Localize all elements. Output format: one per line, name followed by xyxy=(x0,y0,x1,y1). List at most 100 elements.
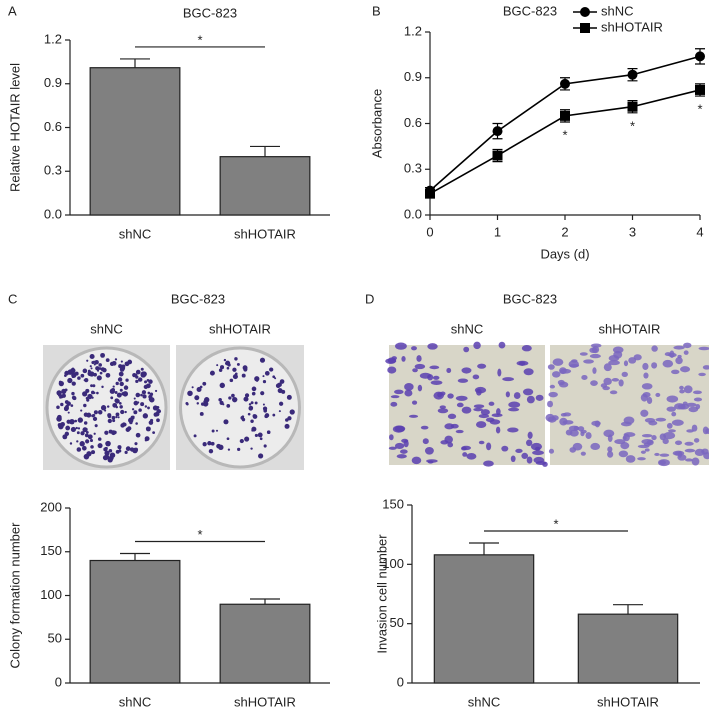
dish xyxy=(179,346,301,469)
cell xyxy=(497,368,502,377)
cell xyxy=(430,380,443,385)
colony xyxy=(250,419,254,423)
colony xyxy=(286,394,292,400)
colony xyxy=(80,431,85,436)
colony xyxy=(135,379,139,384)
cell xyxy=(547,364,555,370)
cell xyxy=(496,408,501,416)
colony xyxy=(243,367,248,372)
panel-letter: D xyxy=(365,291,374,306)
colony xyxy=(108,449,113,453)
colony xyxy=(229,378,234,383)
cell xyxy=(685,458,693,462)
cell xyxy=(422,438,429,445)
cell xyxy=(621,371,628,378)
cell xyxy=(590,380,598,386)
cell xyxy=(489,419,501,425)
cell xyxy=(663,432,676,440)
colony xyxy=(232,374,238,380)
colony xyxy=(66,419,71,424)
cell xyxy=(466,453,477,460)
cell xyxy=(456,402,464,408)
colony xyxy=(104,450,110,456)
cell xyxy=(583,359,594,364)
colony xyxy=(140,367,144,371)
y-tick-label: 0.0 xyxy=(44,206,62,221)
colony xyxy=(98,363,102,367)
colony xyxy=(133,400,139,406)
cell xyxy=(641,438,654,445)
colony xyxy=(152,405,158,411)
colony xyxy=(115,415,118,419)
colony xyxy=(109,452,116,458)
colony xyxy=(115,412,120,417)
cell xyxy=(565,429,573,436)
colony xyxy=(231,393,235,398)
colony xyxy=(254,433,258,438)
cell xyxy=(568,425,580,431)
x-axis-label: Days (d) xyxy=(540,246,589,261)
cell xyxy=(483,460,494,467)
cell xyxy=(440,440,449,445)
y-tick-label: 50 xyxy=(390,615,404,630)
colony xyxy=(115,405,119,409)
colony xyxy=(260,391,265,396)
cell xyxy=(666,395,679,403)
colony xyxy=(133,410,138,415)
cell xyxy=(691,457,700,466)
colony xyxy=(248,406,253,411)
colony xyxy=(219,365,225,370)
chart-title: BGC-823 xyxy=(503,291,557,306)
colony xyxy=(144,405,148,408)
cell xyxy=(522,388,534,396)
cell xyxy=(473,404,485,409)
colony xyxy=(76,440,79,443)
cell xyxy=(411,346,417,351)
cell xyxy=(427,343,438,350)
colony xyxy=(77,427,81,430)
cell xyxy=(473,407,483,412)
cell xyxy=(580,429,587,434)
cell xyxy=(476,388,482,396)
cell xyxy=(679,385,684,390)
colony xyxy=(140,402,145,407)
bar xyxy=(89,67,181,216)
colony xyxy=(202,381,207,386)
error-bar xyxy=(120,58,150,68)
colony xyxy=(84,427,88,432)
cell xyxy=(585,432,592,440)
colony xyxy=(272,375,276,379)
colony xyxy=(251,391,256,396)
cell xyxy=(607,434,613,443)
cell xyxy=(548,448,555,454)
cell xyxy=(473,341,481,350)
colony xyxy=(94,424,98,428)
cell xyxy=(560,412,567,417)
colony xyxy=(86,412,92,418)
colony xyxy=(110,396,114,400)
chart-title: BGC-823 xyxy=(503,3,557,18)
cell xyxy=(523,368,534,376)
y-tick-label: 100 xyxy=(40,587,62,602)
colony xyxy=(102,455,109,461)
colony xyxy=(211,429,215,433)
colony xyxy=(106,405,110,408)
cell xyxy=(695,403,701,410)
colony xyxy=(241,417,246,422)
cell xyxy=(486,442,492,451)
colony xyxy=(194,395,200,401)
colony xyxy=(277,388,283,394)
cell xyxy=(392,425,405,433)
marker xyxy=(560,78,570,89)
colony xyxy=(95,366,100,371)
colony xyxy=(218,398,222,402)
colony xyxy=(127,426,132,431)
colony xyxy=(228,396,232,400)
colony xyxy=(97,409,103,415)
cell xyxy=(648,420,658,426)
colony xyxy=(278,401,284,406)
colony xyxy=(94,359,99,365)
cell xyxy=(669,350,675,358)
cell xyxy=(389,434,394,441)
colony xyxy=(135,422,138,425)
